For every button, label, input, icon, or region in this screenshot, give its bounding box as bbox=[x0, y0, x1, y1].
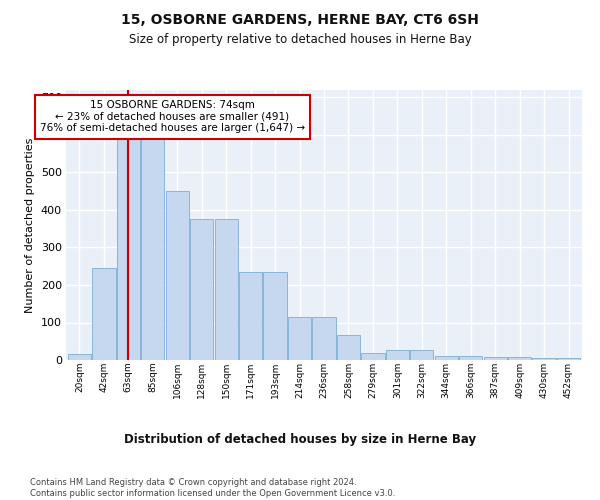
Bar bbox=[557, 358, 580, 360]
Bar bbox=[141, 138, 164, 360]
Bar bbox=[484, 358, 507, 360]
Text: Size of property relative to detached houses in Herne Bay: Size of property relative to detached ho… bbox=[128, 32, 472, 46]
Bar bbox=[386, 350, 409, 360]
Bar bbox=[410, 350, 433, 360]
Text: Distribution of detached houses by size in Herne Bay: Distribution of detached houses by size … bbox=[124, 432, 476, 446]
Text: Contains HM Land Registry data © Crown copyright and database right 2024.
Contai: Contains HM Land Registry data © Crown c… bbox=[30, 478, 395, 498]
Bar bbox=[68, 354, 91, 360]
Bar bbox=[92, 268, 116, 360]
Text: 15, OSBORNE GARDENS, HERNE BAY, CT6 6SH: 15, OSBORNE GARDENS, HERNE BAY, CT6 6SH bbox=[121, 12, 479, 26]
Bar bbox=[190, 220, 214, 360]
Bar bbox=[288, 317, 311, 360]
Text: 15 OSBORNE GARDENS: 74sqm
← 23% of detached houses are smaller (491)
76% of semi: 15 OSBORNE GARDENS: 74sqm ← 23% of detac… bbox=[40, 100, 305, 134]
Bar bbox=[459, 356, 482, 360]
Bar bbox=[313, 317, 335, 360]
Bar bbox=[117, 138, 140, 360]
Bar bbox=[215, 220, 238, 360]
Bar bbox=[263, 272, 287, 360]
Bar bbox=[166, 191, 189, 360]
Bar bbox=[508, 358, 531, 360]
Bar bbox=[239, 272, 262, 360]
Bar bbox=[337, 334, 360, 360]
Bar bbox=[361, 353, 385, 360]
Y-axis label: Number of detached properties: Number of detached properties bbox=[25, 138, 35, 312]
Bar bbox=[532, 358, 556, 360]
Bar bbox=[434, 356, 458, 360]
